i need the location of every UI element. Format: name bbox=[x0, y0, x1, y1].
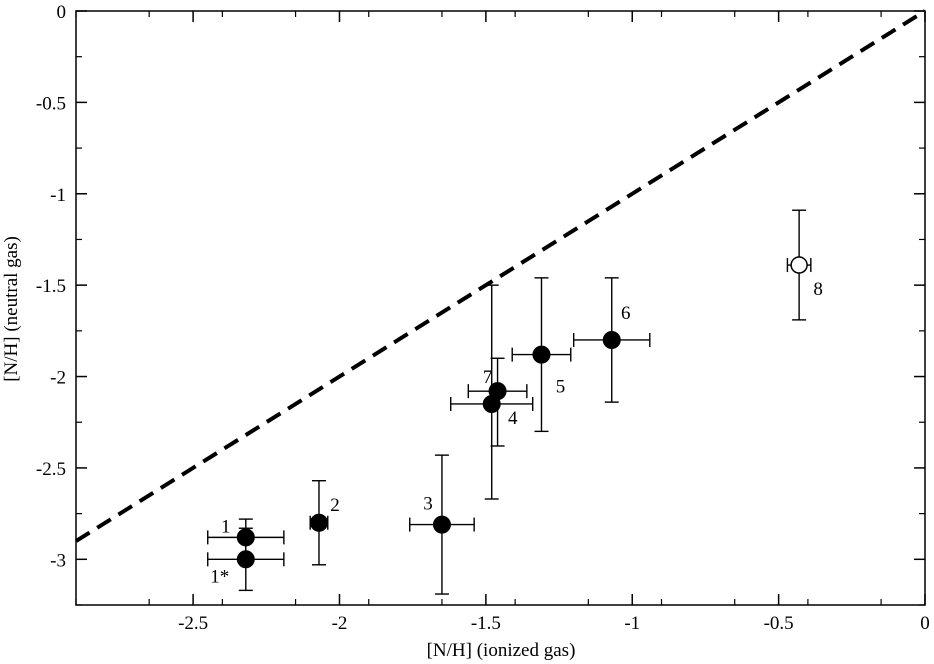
x-axis-label: [N/H] (ionized gas) bbox=[427, 640, 576, 661]
data-point-label: 1 bbox=[221, 516, 231, 537]
data-point-group: 3 bbox=[409, 454, 475, 595]
y-tick-label: -1.5 bbox=[36, 276, 66, 297]
y-tick-label: -2.5 bbox=[36, 459, 66, 480]
data-point-group: 5 bbox=[511, 277, 572, 433]
x-tick-label: -1.5 bbox=[471, 613, 501, 634]
x-tick-label: -2 bbox=[332, 613, 348, 634]
data-points-layer: 1 1* 2 3 47 5 6 8 bbox=[207, 209, 823, 595]
data-point-group: 6 bbox=[572, 277, 651, 403]
data-point-group: 8 bbox=[786, 209, 823, 321]
data-point-label: 7 bbox=[483, 367, 493, 388]
data-point-marker-open bbox=[790, 256, 808, 274]
data-point-marker bbox=[602, 330, 621, 349]
data-point-group: 2 bbox=[309, 480, 340, 566]
reference-line-layer bbox=[74, 9, 927, 543]
data-point-marker bbox=[236, 550, 255, 569]
y-tick-label: -2 bbox=[50, 368, 66, 389]
data-point-marker bbox=[532, 345, 551, 364]
y-tick-label: -1 bbox=[50, 185, 66, 206]
data-point-group: 7 bbox=[467, 357, 528, 447]
y-tick-label: -0.5 bbox=[36, 93, 66, 114]
x-tick-label: 0 bbox=[920, 613, 930, 634]
data-point-label: 6 bbox=[621, 303, 631, 324]
data-point-marker bbox=[432, 515, 451, 534]
y-tick-label: -3 bbox=[50, 550, 66, 571]
dashed-reference-line bbox=[74, 9, 927, 543]
data-point-marker bbox=[488, 382, 507, 401]
y-tick-label: 0 bbox=[57, 2, 67, 23]
data-point-label: 3 bbox=[423, 494, 433, 515]
data-point-marker bbox=[309, 513, 328, 532]
data-point-label: 2 bbox=[330, 495, 340, 516]
data-point-group: 1* bbox=[207, 527, 285, 592]
data-point-label: 4 bbox=[508, 408, 518, 429]
axes-layer: -2.5 -2 -1.5 -1 -0.5 0 0 -0.5 -1 -1.5 -2 -2.5 -3 bbox=[36, 2, 930, 634]
data-point-label: 1* bbox=[210, 566, 229, 587]
x-tick-label: -0.5 bbox=[764, 613, 794, 634]
x-tick-label: -2.5 bbox=[178, 613, 208, 634]
data-point-label: 5 bbox=[556, 377, 566, 398]
x-tick-label: -1 bbox=[624, 613, 640, 634]
plot-frame bbox=[75, 10, 926, 606]
data-point-label: 8 bbox=[813, 279, 823, 300]
y-axis-label: [N/H] (neutral gas) bbox=[1, 236, 22, 382]
